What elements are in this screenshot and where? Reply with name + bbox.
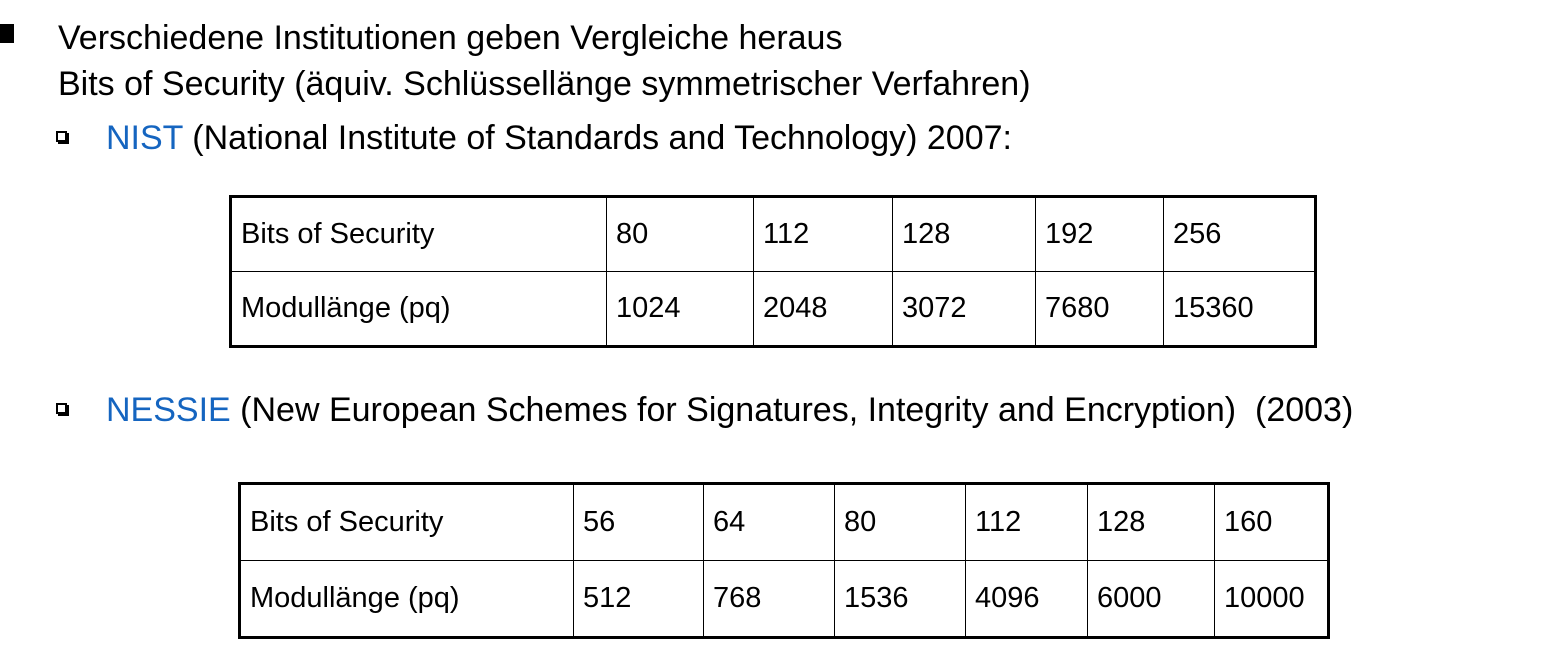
table-cell: 2048 [753, 271, 893, 347]
table-cell: 64 [703, 483, 835, 561]
nessie-table: Bits of Security 56 64 80 112 128 160 Mo… [238, 482, 1330, 639]
table-cell: 1024 [606, 271, 754, 347]
table-cell: 1536 [834, 560, 966, 638]
table-row: Bits of Security 80 112 128 192 256 [230, 196, 1316, 272]
nist-table: Bits of Security 80 112 128 192 256 Modu… [229, 195, 1317, 348]
nessie-heading: NESSIE (New European Schemes for Signatu… [106, 390, 1353, 430]
table-cell: 112 [753, 196, 893, 272]
table-cell: 512 [573, 560, 704, 638]
nessie-name: NESSIE [106, 391, 231, 429]
table-cell: Bits of Security [239, 483, 574, 561]
main-bullet-marker [0, 24, 14, 43]
table-cell: 6000 [1087, 560, 1215, 638]
nist-name: NIST [106, 119, 183, 157]
nessie-sub-bullet-marker [56, 403, 69, 416]
table-cell: 112 [965, 483, 1088, 561]
table-row: Modullänge (pq) 1024 2048 3072 7680 1536… [230, 271, 1316, 347]
table-cell: 4096 [965, 560, 1088, 638]
table-cell: 192 [1035, 196, 1164, 272]
nist-sub-bullet-marker [56, 131, 69, 144]
table-cell: 128 [1087, 483, 1215, 561]
main-bullet-line1: Verschiedene Institutionen geben Verglei… [58, 19, 843, 57]
table-cell: 80 [834, 483, 966, 561]
table-cell: 768 [703, 560, 835, 638]
table-cell: 56 [573, 483, 704, 561]
table-cell: 10000 [1214, 560, 1329, 638]
nessie-description: (New European Schemes for Signatures, In… [230, 391, 1354, 429]
table-cell: 15360 [1163, 271, 1316, 347]
table-cell: 256 [1163, 196, 1316, 272]
table-cell: 80 [606, 196, 754, 272]
table-cell: 3072 [892, 271, 1036, 347]
table-cell: Modullänge (pq) [239, 560, 574, 638]
table-cell: 7680 [1035, 271, 1164, 347]
table-cell: 160 [1214, 483, 1329, 561]
table-cell: 128 [892, 196, 1036, 272]
table-row: Bits of Security 56 64 80 112 128 160 [239, 483, 1329, 561]
nist-description: (National Institute of Standards and Tec… [182, 119, 1012, 157]
table-cell: Modullänge (pq) [230, 271, 607, 347]
table-row: Modullänge (pq) 512 768 1536 4096 6000 1… [239, 560, 1329, 638]
nist-heading: NIST (National Institute of Standards an… [106, 118, 1012, 158]
main-bullet-line2: Bits of Security (äquiv. Schlüssellänge … [58, 65, 1031, 103]
table-cell: Bits of Security [230, 196, 607, 272]
